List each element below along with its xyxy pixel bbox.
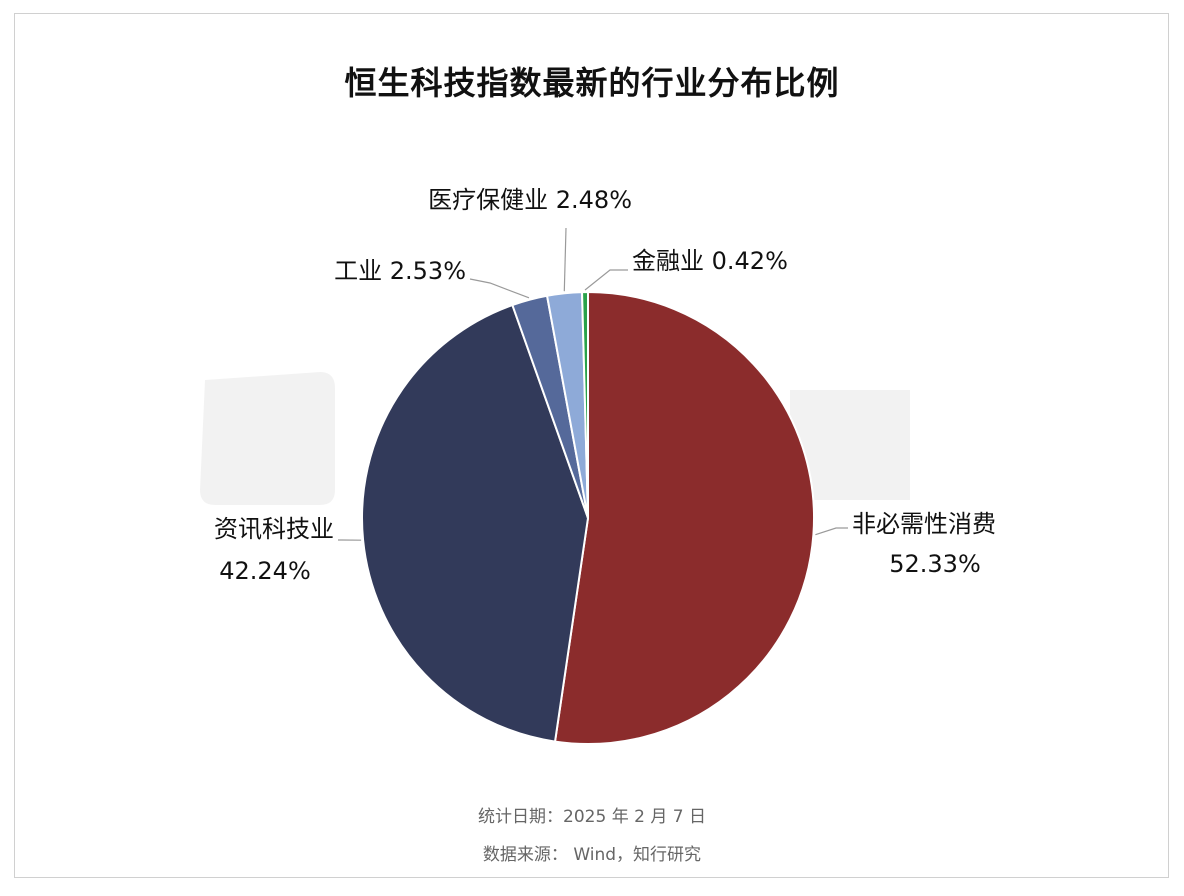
leader-line-5 [584,269,628,291]
slice-label-4: 医疗保健业 2.48% [428,186,632,214]
pie-slice-5 [581,290,589,519]
slice-label-5: 金融业 0.42% [632,247,788,275]
leader-line-3 [469,278,530,299]
leader-line-1 [815,527,848,536]
chart-title: 恒生科技指数最新的行业分布比例 [344,64,840,102]
leader-line-4 [563,227,567,292]
slice-value-1: 52.33% [889,550,981,578]
pie-slice-1 [553,290,815,745]
pie-slice-2 [361,303,590,743]
footer-source: 数据来源： Wind，知行研究 [482,845,702,865]
slice-label-3: 工业 2.53% [334,257,466,285]
slice-label-1: 非必需性消费 [852,510,996,538]
slice-value-2: 42.24% [219,557,311,585]
slice-label-2: 资讯科技业 [214,515,334,543]
footer-stat-date: 统计日期：2025 年 2 月 7 日 [478,807,706,827]
